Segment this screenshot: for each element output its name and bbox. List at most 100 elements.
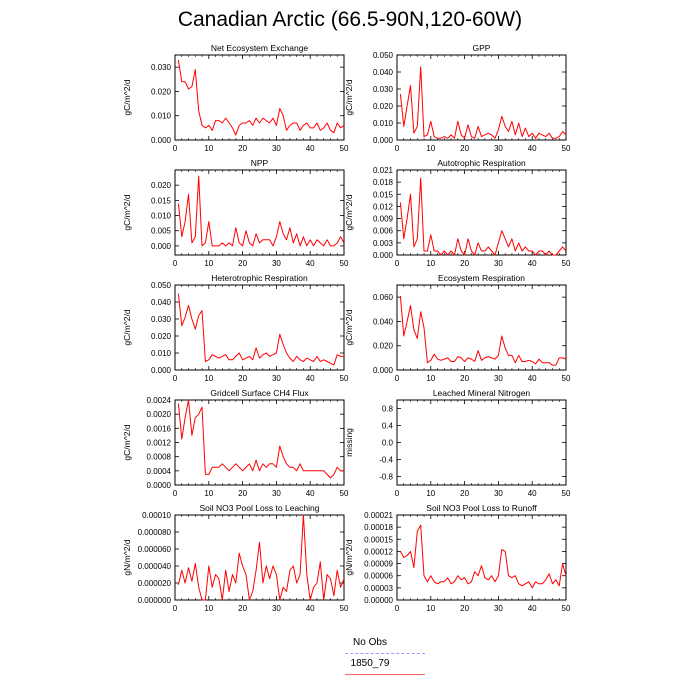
x-tick-label: 40 xyxy=(306,489,315,498)
y-tick-label: 0.0 xyxy=(382,439,394,448)
x-tick-label: 10 xyxy=(204,604,213,613)
x-tick-label: 50 xyxy=(340,489,349,498)
series-line xyxy=(399,524,567,589)
x-tick-label: 40 xyxy=(528,374,537,383)
x-tick-label: 50 xyxy=(340,374,349,383)
y-tick-label: 0.009 xyxy=(373,215,394,224)
x-tick-label: 30 xyxy=(272,374,281,383)
y-tick-label: 0.040 xyxy=(151,298,172,307)
panel-2: NPP gC/m^2/d 0 10 20 30 40 50 0.000 0.005 0.010 0.0… xyxy=(122,158,349,268)
x-tick-label: 20 xyxy=(238,144,247,153)
panel-title: Heterotrophic Respiration xyxy=(211,273,308,283)
panel-title: Net Ecosystem Exchange xyxy=(211,43,309,53)
x-tick-label: 30 xyxy=(494,144,503,153)
y-tick-label: 0.010 xyxy=(151,349,172,358)
y-tick-label: 0.010 xyxy=(151,112,172,121)
y-tick-label: 0.030 xyxy=(151,63,172,72)
panel-title: Soil NO3 Pool Loss to Runoff xyxy=(426,503,537,513)
panel-frame xyxy=(396,399,567,486)
series-line xyxy=(177,293,344,366)
x-tick-label: 0 xyxy=(395,489,400,498)
x-tick-label: 0 xyxy=(395,144,400,153)
panel-0: Net Ecosystem Exchange gC/m^2/d 0 10 20 30 40 5… xyxy=(122,43,349,153)
y-tick-label: 0.000 xyxy=(373,251,394,260)
y-axis-label: gC/m^2/d xyxy=(122,79,132,115)
legend-obs-label: No Obs xyxy=(353,637,387,648)
y-axis-label: gC/m^2/d xyxy=(344,309,354,345)
panel-frame xyxy=(174,284,345,371)
y-axis-label: gN/m^2/d xyxy=(122,539,132,575)
x-tick-label: 50 xyxy=(340,604,349,613)
y-tick-label: 0.040 xyxy=(373,68,394,77)
y-axis-label: missing xyxy=(344,428,354,457)
x-tick-label: 10 xyxy=(204,374,213,383)
legend-run-line xyxy=(345,674,425,675)
x-tick-label: 10 xyxy=(426,489,435,498)
x-tick-label: 20 xyxy=(460,489,469,498)
y-tick-label: 0.0012 xyxy=(147,439,172,448)
panel-title: GPP xyxy=(473,43,491,53)
x-tick-label: 50 xyxy=(562,374,571,383)
y-tick-label: -0.4 xyxy=(379,456,393,465)
x-tick-label: 50 xyxy=(340,259,349,268)
y-tick-label: 0.020 xyxy=(151,181,172,190)
series-line xyxy=(399,66,567,139)
x-tick-label: 30 xyxy=(494,489,503,498)
x-tick-label: 40 xyxy=(306,374,315,383)
y-tick-label: 0.0016 xyxy=(147,424,172,433)
panel-5: Ecosystem Respiration gC/m^2/d 0 10 20 30 40 50… xyxy=(344,273,571,383)
x-tick-label: 10 xyxy=(204,259,213,268)
y-tick-label: 0.00021 xyxy=(364,511,393,520)
series-line xyxy=(177,175,345,247)
series-line xyxy=(177,514,345,601)
panel-title: Autotrophic Respiration xyxy=(437,158,526,168)
y-tick-label: 0.4 xyxy=(382,422,394,431)
y-axis-label: gC/m^2/d xyxy=(122,194,132,230)
x-tick-label: 0 xyxy=(395,604,400,613)
y-tick-label: 0.00010 xyxy=(142,511,171,520)
x-tick-label: 0 xyxy=(173,604,178,613)
x-tick-label: 30 xyxy=(494,259,503,268)
panel-7: Leached Mineral Nitrogen missing 0 10 20 30 40… xyxy=(344,388,571,498)
x-tick-label: 50 xyxy=(562,489,571,498)
x-tick-label: 20 xyxy=(460,374,469,383)
x-tick-label: 40 xyxy=(528,604,537,613)
y-tick-label: 0.015 xyxy=(373,190,394,199)
x-tick-label: 30 xyxy=(272,604,281,613)
y-tick-label: 0.00000 xyxy=(364,596,393,605)
x-tick-label: 0 xyxy=(395,374,400,383)
x-tick-label: 0 xyxy=(173,374,178,383)
y-tick-label: 0.020 xyxy=(151,332,172,341)
y-tick-label: 0.015 xyxy=(151,196,172,205)
series-line xyxy=(177,59,345,136)
y-tick-label: 0.010 xyxy=(373,119,394,128)
x-tick-label: 30 xyxy=(272,259,281,268)
series-line xyxy=(177,399,344,479)
x-tick-label: 20 xyxy=(238,374,247,383)
y-tick-label: 0.000 xyxy=(373,366,394,375)
y-tick-label: 0.000 xyxy=(373,136,394,145)
panel-frame xyxy=(174,514,345,601)
y-axis-label: gC/m^2/d xyxy=(122,309,132,345)
y-tick-label: 0.018 xyxy=(373,178,394,187)
y-tick-label: 0.00012 xyxy=(364,547,393,556)
y-tick-label: 0.0020 xyxy=(147,410,172,419)
page-title: Canadian Arctic (66.5-90N,120-60W) xyxy=(177,8,523,31)
y-tick-label: 0.050 xyxy=(373,51,394,60)
panel-frame xyxy=(396,169,567,256)
panel-title: NPP xyxy=(251,158,269,168)
panel-8: Soil NO3 Pool Loss to Leaching gN/m^2/d 0 1… xyxy=(122,503,349,613)
y-tick-label: 0.8 xyxy=(382,405,394,414)
y-tick-label: 0.000020 xyxy=(138,579,172,588)
y-tick-label: 0.000040 xyxy=(138,562,172,571)
x-tick-label: 10 xyxy=(426,604,435,613)
x-tick-label: 30 xyxy=(494,374,503,383)
y-tick-label: 0.00009 xyxy=(364,560,393,569)
y-tick-label: 0.060 xyxy=(373,293,394,302)
y-tick-label: 0.00015 xyxy=(364,535,393,544)
y-tick-label: 0.020 xyxy=(373,102,394,111)
y-tick-label: 0.030 xyxy=(151,315,172,324)
panel-3: Autotrophic Respiration gC/m^2/d 0 10 20 30 40… xyxy=(344,158,571,268)
x-tick-label: 40 xyxy=(528,259,537,268)
